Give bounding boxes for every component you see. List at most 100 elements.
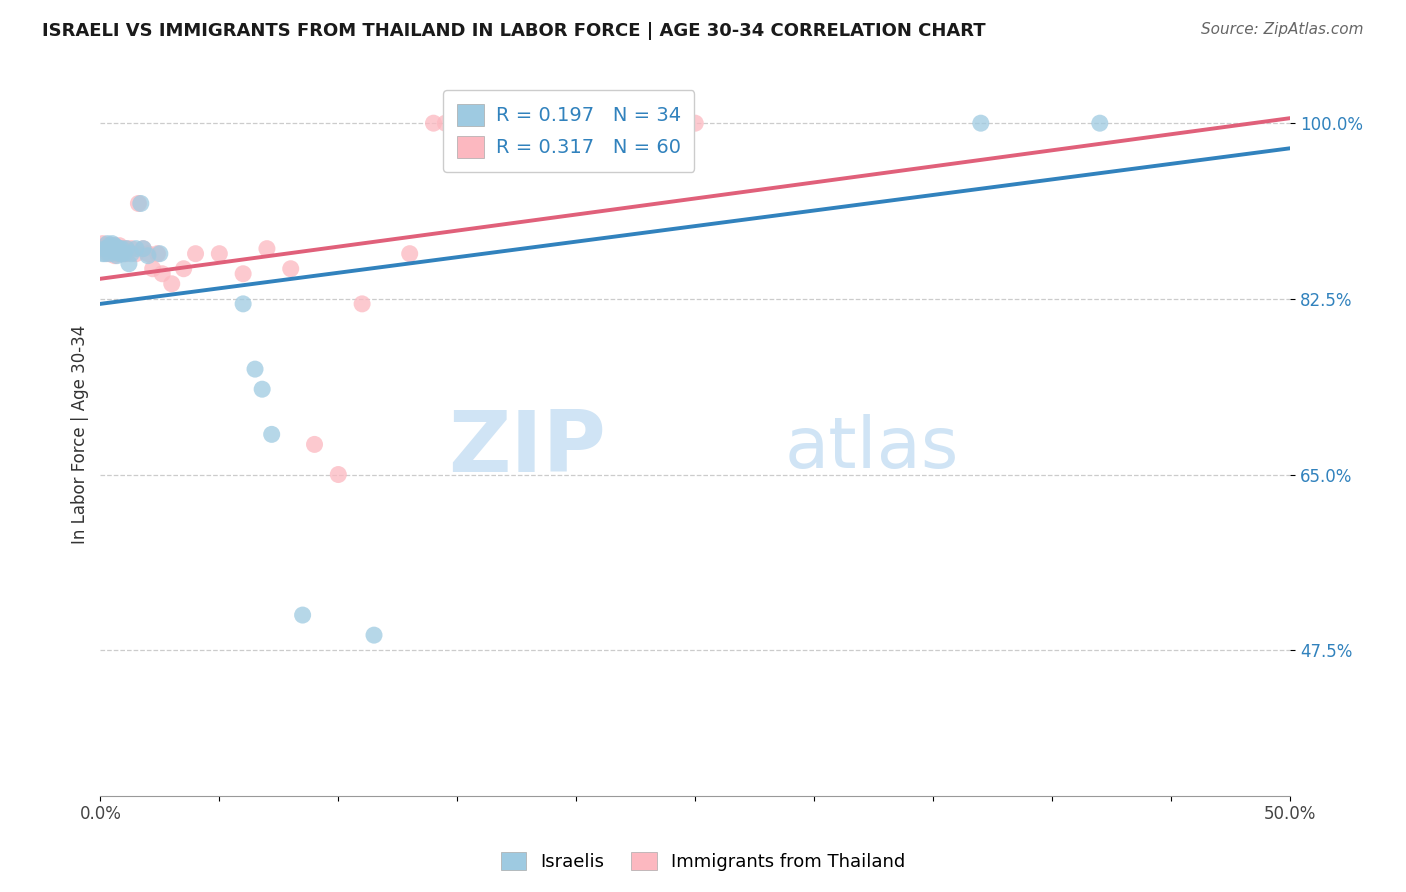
Point: [683, 116, 706, 130]
Point: [96, 246, 118, 260]
Point: [112, 242, 135, 256]
Point: [98, 242, 121, 256]
Point: [94, 238, 117, 252]
Point: [352, 297, 374, 311]
Point: [101, 242, 124, 256]
Point: [91, 246, 114, 260]
Point: [96, 242, 118, 256]
Point: [115, 242, 138, 256]
Point: [250, 382, 273, 396]
Point: [94, 242, 117, 256]
Point: [446, 116, 468, 130]
Point: [132, 242, 155, 256]
Point: [142, 261, 165, 276]
Point: [291, 608, 314, 623]
Point: [91, 236, 114, 251]
Text: ZIP: ZIP: [449, 408, 606, 491]
Point: [98, 242, 121, 256]
Point: [104, 249, 127, 263]
Point: [101, 242, 124, 256]
Point: [136, 249, 159, 263]
Point: [120, 242, 142, 256]
Y-axis label: In Labor Force | Age 30-34: In Labor Force | Age 30-34: [72, 325, 89, 544]
Point: [136, 246, 159, 260]
Point: [105, 249, 128, 263]
Point: [434, 116, 457, 130]
Point: [173, 261, 195, 276]
Point: [112, 246, 135, 260]
Point: [115, 246, 138, 260]
Point: [111, 242, 134, 256]
Text: atlas: atlas: [785, 414, 959, 483]
Point: [108, 238, 131, 252]
Point: [91, 242, 114, 256]
Point: [184, 246, 207, 260]
Point: [108, 242, 131, 256]
Point: [104, 242, 127, 256]
Point: [108, 246, 131, 260]
Point: [94, 242, 117, 256]
Legend: Israelis, Immigrants from Thailand: Israelis, Immigrants from Thailand: [494, 845, 912, 879]
Point: [127, 196, 149, 211]
Point: [104, 238, 127, 252]
Point: [115, 242, 138, 256]
Point: [108, 242, 131, 256]
Point: [125, 242, 148, 256]
Point: [149, 246, 172, 260]
Point: [328, 467, 350, 482]
Point: [94, 242, 117, 256]
Point: [243, 362, 266, 376]
Point: [101, 238, 124, 252]
Point: [541, 116, 564, 130]
Point: [105, 246, 128, 260]
Point: [398, 246, 420, 260]
Point: [132, 242, 155, 256]
Point: [94, 246, 117, 260]
Point: [120, 246, 142, 260]
Point: [363, 628, 385, 642]
Point: [96, 236, 118, 251]
Point: [105, 241, 128, 255]
Point: [96, 242, 118, 256]
Point: [111, 242, 134, 256]
Point: [98, 246, 121, 260]
Point: [470, 116, 492, 130]
Point: [970, 116, 993, 130]
Point: [98, 246, 121, 260]
Point: [118, 257, 141, 271]
Point: [150, 267, 173, 281]
Point: [96, 242, 118, 256]
Point: [96, 238, 118, 252]
Point: [112, 246, 135, 260]
Point: [129, 196, 152, 211]
Text: ISRAELI VS IMMIGRANTS FROM THAILAND IN LABOR FORCE | AGE 30-34 CORRELATION CHART: ISRAELI VS IMMIGRANTS FROM THAILAND IN L…: [42, 22, 986, 40]
Point: [98, 238, 121, 252]
Point: [104, 244, 127, 259]
Point: [565, 116, 588, 130]
Point: [105, 242, 128, 256]
Point: [111, 246, 134, 260]
Legend: R = 0.197   N = 34, R = 0.317   N = 60: R = 0.197 N = 34, R = 0.317 N = 60: [443, 90, 695, 172]
Point: [256, 242, 278, 256]
Point: [494, 116, 516, 130]
Point: [280, 261, 302, 276]
Point: [104, 238, 127, 252]
Point: [101, 246, 124, 260]
Point: [232, 267, 254, 281]
Point: [111, 246, 134, 260]
Point: [160, 277, 183, 291]
Point: [108, 246, 131, 260]
Point: [422, 116, 444, 130]
Point: [517, 116, 540, 130]
Point: [589, 116, 612, 130]
Point: [101, 236, 124, 251]
Point: [208, 246, 231, 260]
Point: [111, 242, 134, 256]
Text: Source: ZipAtlas.com: Source: ZipAtlas.com: [1201, 22, 1364, 37]
Point: [125, 246, 148, 260]
Point: [304, 437, 326, 451]
Point: [146, 246, 169, 260]
Point: [232, 297, 254, 311]
Point: [260, 427, 283, 442]
Point: [1088, 116, 1111, 130]
